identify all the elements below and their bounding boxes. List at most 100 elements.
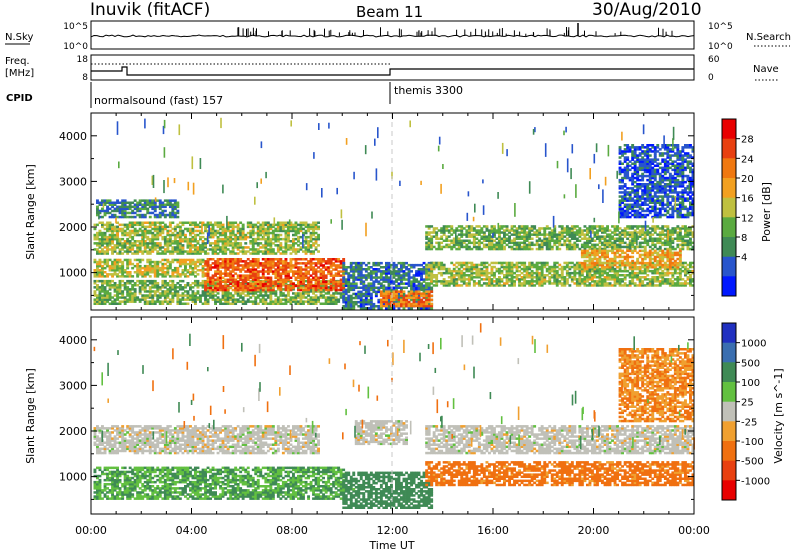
heatmap-cell — [568, 266, 571, 269]
heatmap-cell — [430, 307, 433, 310]
heatmap-cell — [295, 258, 298, 261]
heatmap-cell — [194, 234, 197, 237]
heatmap-cell — [325, 281, 328, 284]
heatmap-cell — [257, 226, 260, 229]
heatmap-cell — [131, 202, 134, 205]
heatmap-cell — [300, 242, 303, 245]
heatmap-cell — [448, 276, 451, 279]
heatmap-cell — [267, 222, 270, 225]
heatmap-cell — [99, 202, 102, 205]
heatmap-cell — [259, 250, 262, 253]
heatmap-cell — [116, 199, 119, 202]
heatmap-cell — [94, 259, 97, 262]
heatmap-cell — [458, 262, 461, 265]
heatmap-cell — [285, 230, 288, 233]
heatmap-cell — [589, 282, 592, 285]
heatmap-cell — [548, 276, 551, 279]
heatmap-cell — [403, 293, 406, 296]
heatmap-cell — [473, 227, 476, 230]
heatmap-cell — [171, 228, 174, 231]
heatmap-cell — [689, 274, 692, 277]
heatmap-cell — [460, 262, 463, 265]
heatmap-cell — [332, 268, 335, 271]
heatmap-cell — [244, 285, 247, 288]
heatmap-cell — [528, 272, 531, 275]
heatmap-cell — [317, 296, 320, 299]
heatmap-cell — [244, 234, 247, 237]
heatmap-cell — [282, 292, 285, 295]
heatmap-cell — [357, 262, 360, 265]
heatmap-cell — [212, 274, 215, 277]
heatmap-cell — [398, 303, 401, 306]
heatmap-cell — [478, 264, 481, 267]
heatmap-cell — [393, 280, 396, 283]
heatmap-cell — [553, 262, 556, 265]
heatmap-cell — [192, 286, 195, 289]
heatmap-cell — [141, 230, 144, 233]
heatmap-cell — [109, 280, 112, 283]
heatmap-cell — [656, 268, 659, 271]
heatmap-cell — [332, 258, 335, 261]
heatmap-cell — [182, 222, 185, 225]
heatmap-cell — [568, 284, 571, 287]
heatmap-cell — [161, 202, 164, 205]
heatmap-cell — [312, 266, 315, 269]
heatmap-cell — [307, 224, 310, 227]
heatmap-cell — [234, 252, 237, 255]
heatmap-cell — [229, 222, 232, 225]
heatmap-cell — [382, 266, 385, 269]
heatmap-cell — [239, 242, 242, 245]
heatmap-cell — [121, 261, 124, 264]
heatmap-cell — [104, 228, 107, 231]
heatmap-cell — [438, 272, 441, 275]
heatmap-cell — [546, 274, 549, 277]
heatmap-cell — [154, 222, 157, 225]
heatmap-cell — [483, 270, 486, 273]
heatmap-cell — [182, 259, 185, 262]
heatmap-cell — [609, 274, 612, 277]
heatmap-cell — [398, 290, 401, 293]
heatmap-cell — [405, 278, 408, 281]
heatmap-cell — [370, 266, 373, 269]
heatmap-cell — [300, 262, 303, 265]
heatmap-cell — [224, 279, 227, 282]
heatmap-cell — [121, 284, 124, 287]
heatmap-cell — [184, 303, 187, 306]
heatmap-cell — [214, 222, 217, 225]
heatmap-cell — [244, 246, 247, 249]
heatmap-cell — [480, 278, 483, 281]
heatmap-cell — [174, 267, 177, 270]
heatmap-cell — [164, 280, 167, 283]
heatmap-cell — [347, 266, 350, 269]
heatmap-cell — [234, 279, 237, 282]
heatmap-cell — [290, 252, 293, 255]
heatmap-cell — [295, 238, 298, 241]
heatmap-cell — [674, 278, 677, 281]
heatmap-cell — [264, 228, 267, 231]
heatmap-cell — [320, 280, 323, 283]
heatmap-cell — [192, 267, 195, 270]
heatmap-cell — [641, 276, 644, 279]
heatmap-cell — [322, 258, 325, 261]
heatmap-cell — [410, 303, 413, 306]
heatmap-cell — [126, 238, 129, 241]
heatmap-cell — [337, 289, 340, 292]
heatmap-cell — [129, 280, 132, 283]
heatmap-cell — [227, 236, 230, 239]
heatmap-cell — [109, 303, 112, 306]
heatmap-cell — [420, 268, 423, 271]
heatmap-cell — [295, 292, 298, 295]
heatmap-cell — [491, 266, 494, 269]
heatmap-cell — [435, 248, 438, 251]
heatmap-cell — [290, 240, 293, 243]
heatmap-cell — [287, 270, 290, 273]
heatmap-cell — [626, 284, 629, 287]
heatmap-cell — [614, 268, 617, 271]
heatmap-cell — [385, 290, 388, 293]
nsearch-label: N.Search — [746, 32, 791, 43]
heatmap-cell — [219, 270, 222, 273]
heatmap-cell — [166, 259, 169, 262]
heatmap-cell — [646, 278, 649, 281]
heatmap-cell — [139, 214, 142, 217]
heatmap-cell — [463, 240, 466, 243]
